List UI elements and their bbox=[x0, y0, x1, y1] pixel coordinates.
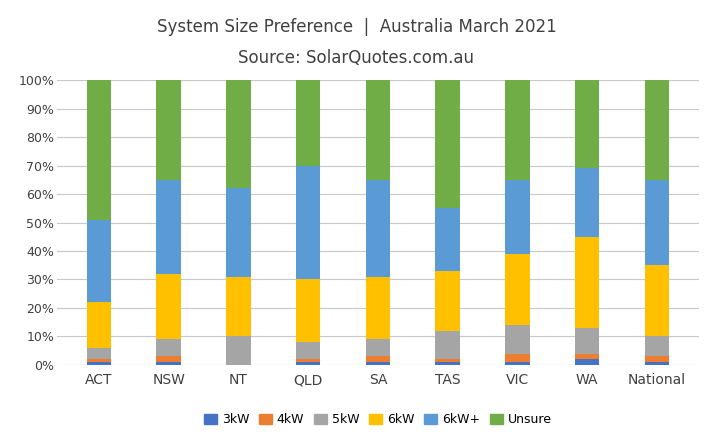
Bar bbox=[645, 362, 669, 365]
Bar bbox=[506, 254, 530, 325]
Bar bbox=[226, 277, 250, 336]
Bar bbox=[645, 80, 669, 180]
Bar bbox=[296, 362, 320, 365]
Bar bbox=[156, 339, 181, 356]
Bar bbox=[156, 180, 181, 274]
Bar bbox=[436, 80, 460, 208]
Bar bbox=[645, 356, 669, 362]
Bar bbox=[366, 362, 390, 365]
Bar bbox=[506, 80, 530, 180]
Bar bbox=[506, 353, 530, 362]
Bar bbox=[506, 362, 530, 365]
Bar bbox=[645, 265, 669, 336]
Bar bbox=[366, 180, 390, 277]
Bar bbox=[296, 279, 320, 342]
Bar bbox=[436, 362, 460, 365]
Bar bbox=[436, 359, 460, 362]
Bar bbox=[87, 302, 111, 348]
Bar bbox=[87, 362, 111, 365]
Bar bbox=[436, 208, 460, 271]
Bar bbox=[226, 336, 250, 365]
Bar bbox=[575, 80, 600, 168]
Text: System Size Preference  |  Australia March 2021: System Size Preference | Australia March… bbox=[157, 18, 556, 36]
Bar bbox=[436, 331, 460, 359]
Bar bbox=[366, 80, 390, 180]
Bar bbox=[156, 362, 181, 365]
Bar bbox=[366, 277, 390, 339]
Bar bbox=[87, 348, 111, 359]
Bar bbox=[296, 342, 320, 359]
Bar bbox=[87, 359, 111, 362]
Bar bbox=[575, 359, 600, 365]
Bar bbox=[506, 325, 530, 353]
Legend: 3kW, 4kW, 5kW, 6kW, 6kW+, Unsure: 3kW, 4kW, 5kW, 6kW, 6kW+, Unsure bbox=[199, 408, 557, 431]
Bar bbox=[87, 220, 111, 302]
Bar bbox=[645, 336, 669, 356]
Bar bbox=[156, 80, 181, 180]
Bar bbox=[87, 80, 111, 220]
Bar bbox=[575, 237, 600, 328]
Bar bbox=[226, 80, 250, 188]
Bar bbox=[506, 180, 530, 254]
Bar bbox=[156, 356, 181, 362]
Bar bbox=[296, 359, 320, 362]
Bar bbox=[436, 271, 460, 331]
Bar bbox=[366, 356, 390, 362]
Bar bbox=[575, 328, 600, 353]
Bar bbox=[296, 80, 320, 166]
Bar bbox=[226, 188, 250, 277]
Bar bbox=[645, 180, 669, 265]
Bar bbox=[575, 353, 600, 359]
Bar bbox=[156, 274, 181, 339]
Bar bbox=[366, 339, 390, 356]
Text: Source: SolarQuotes.com.au: Source: SolarQuotes.com.au bbox=[239, 49, 474, 67]
Bar bbox=[575, 168, 600, 237]
Bar bbox=[296, 166, 320, 279]
